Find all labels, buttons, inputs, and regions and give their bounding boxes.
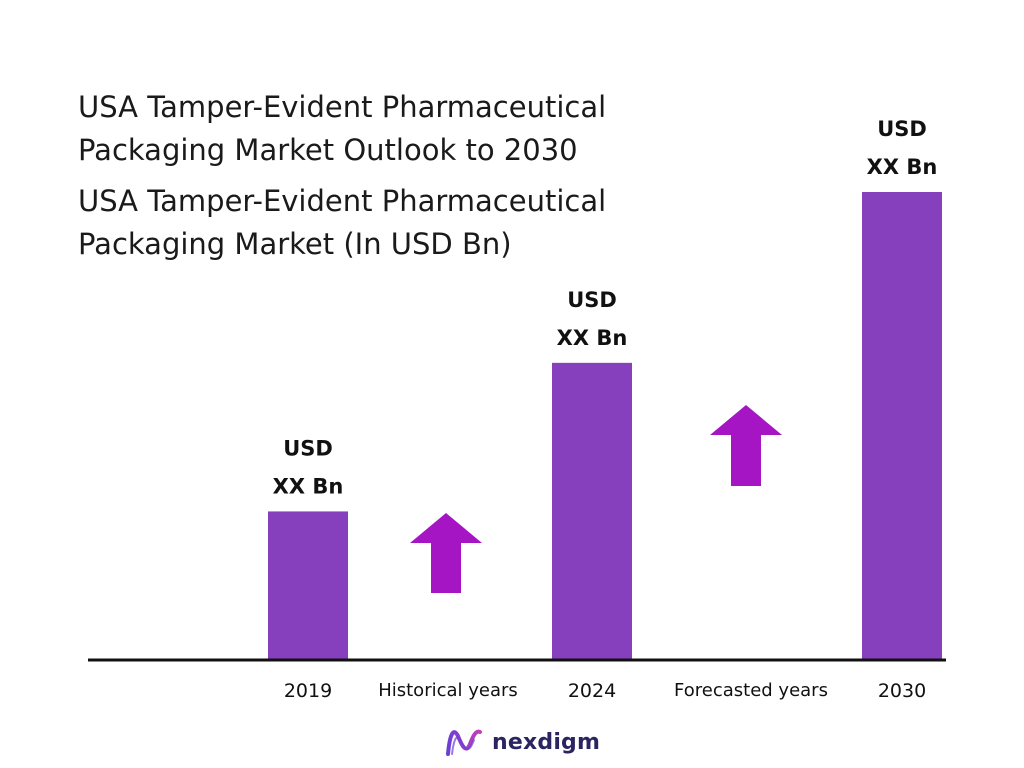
growth-arrow-historical [410,513,482,593]
bar-chart: USD XX Bn 2019 USD XX Bn 2024 USD XX Bn 2030 Hist… [88,117,946,702]
growth-arrow-forecasted [710,405,782,486]
chart-subtitle-line-2: Packaging Market (In USD Bn) [78,227,512,261]
chart-title-line-1: USA Tamper-Evident Pharmaceutical [78,90,607,124]
brand-name: nexdigm [492,729,601,755]
x-tick-label-2030: 2030 [878,680,926,702]
brand-logo: nexdigm [444,724,600,760]
chart-title: USA Tamper-Evident Pharmaceutical Packag… [78,86,718,172]
bar-2024 [552,362,632,660]
bar-value-label-2030-line-1: USD [877,117,927,141]
x-tick-label-2024: 2024 [568,680,616,702]
nexdigm-logo-icon [446,729,482,756]
chart-subtitle: USA Tamper-Evident Pharmaceutical Packag… [78,180,718,266]
chart-subtitle-line-1: USA Tamper-Evident Pharmaceutical [78,184,607,218]
chart-title-line-2: Packaging Market Outlook to 2030 [78,133,578,167]
bar-value-label-2030-line-2: XX Bn [867,155,938,179]
bar-2019 [268,511,348,660]
bar-value-label-2024-line-2: XX Bn [557,326,628,350]
bar-value-label-2019-line-2: XX Bn [273,474,344,498]
bar-value-label-2024-line-1: USD [567,288,617,312]
period-label-historical: Historical years [378,680,518,701]
x-tick-label-2019: 2019 [284,680,332,702]
bar-2030 [862,192,942,660]
period-label-forecasted: Forecasted years [674,680,828,701]
bar-value-label-2019-line-1: USD [283,436,333,460]
